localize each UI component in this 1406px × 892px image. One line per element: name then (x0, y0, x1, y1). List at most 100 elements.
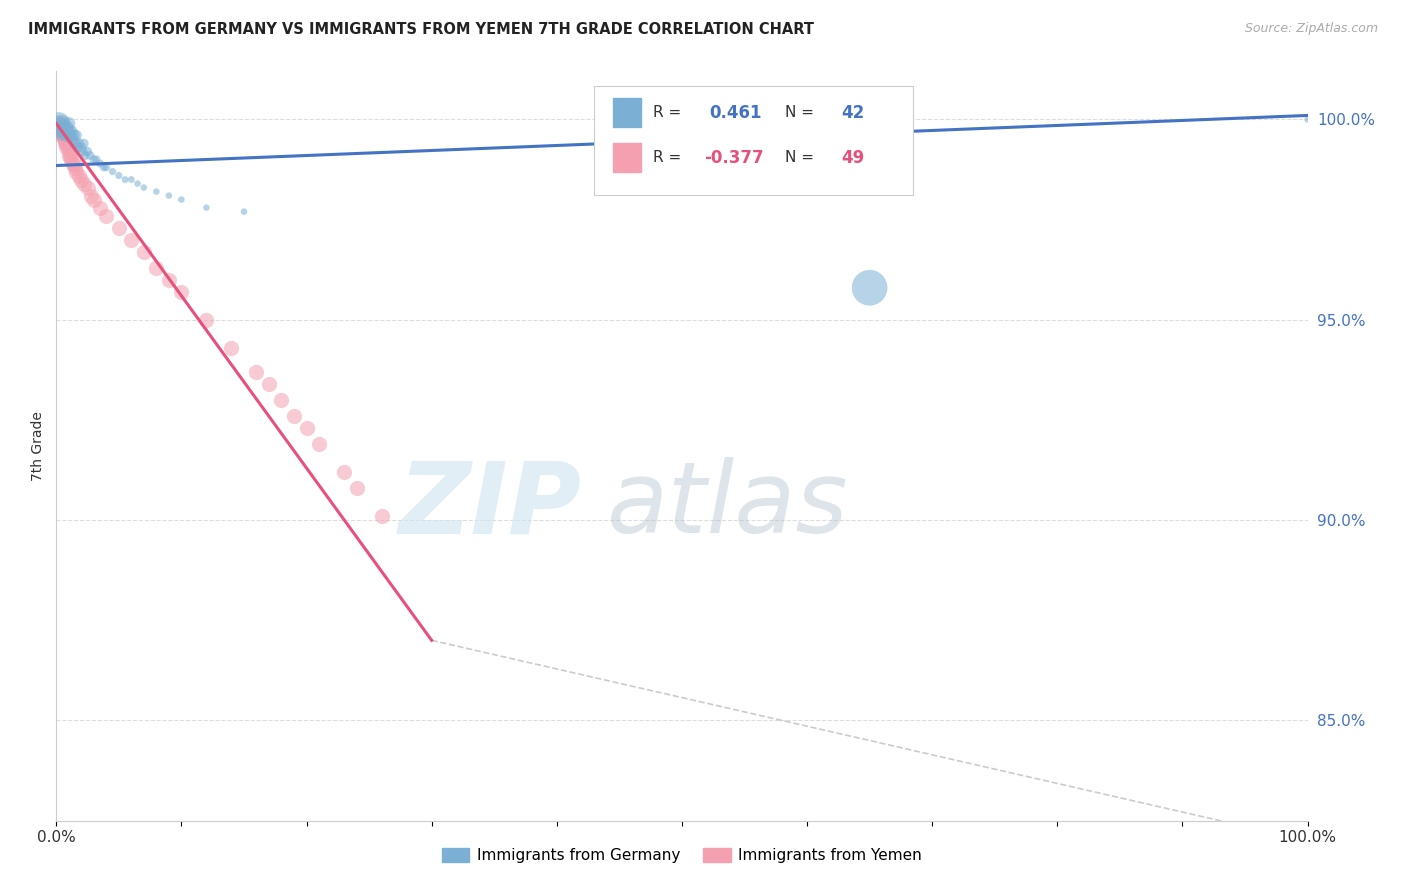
Point (195, 313, 218, 327)
Point (245, 365, 267, 379)
Point (53, 132, 76, 146)
Point (83, 193, 105, 207)
Point (51, 124, 73, 138)
Text: ZIP: ZIP (399, 458, 582, 555)
Point (145, 260, 167, 275)
Point (62, 156, 84, 170)
FancyBboxPatch shape (595, 87, 914, 195)
Point (62, 132, 84, 146)
Point (89, 201, 111, 215)
Text: N =: N = (785, 105, 818, 120)
Point (55, 136, 77, 151)
Point (62, 128, 84, 143)
Text: atlas: atlas (607, 458, 848, 555)
Point (65, 164, 87, 178)
Point (308, 437, 330, 451)
Point (46, 116, 69, 130)
Point (60, 124, 83, 138)
Point (89, 156, 111, 170)
Point (48, 120, 70, 135)
Point (49, 120, 72, 135)
Point (108, 220, 131, 235)
Point (63, 161, 86, 175)
Point (170, 285, 193, 299)
Y-axis label: 7th Grade: 7th Grade (31, 411, 45, 481)
Text: 49: 49 (841, 149, 865, 167)
Point (127, 177, 149, 191)
Point (195, 201, 218, 215)
Point (59, 128, 82, 143)
Point (55, 140, 77, 154)
Point (73, 177, 96, 191)
Point (56, 140, 79, 154)
Point (67, 136, 90, 151)
Point (53, 124, 76, 138)
Point (72, 145, 94, 159)
Point (58, 116, 80, 130)
Point (1296, 112, 1319, 127)
Point (145, 185, 167, 199)
Point (52, 120, 75, 135)
Point (79, 148, 101, 162)
Point (233, 204, 256, 219)
Point (858, 281, 880, 295)
Point (49, 124, 72, 138)
Point (283, 409, 305, 423)
Point (55, 120, 77, 135)
Point (48, 116, 70, 130)
Point (73, 148, 96, 162)
Text: 0.461: 0.461 (710, 103, 762, 121)
Point (257, 376, 280, 391)
Point (60, 153, 83, 167)
Point (49, 120, 72, 135)
Text: IMMIGRANTS FROM GERMANY VS IMMIGRANTS FROM YEMEN 7TH GRADE CORRELATION CHART: IMMIGRANTS FROM GERMANY VS IMMIGRANTS FR… (28, 22, 814, 37)
Point (67, 169, 90, 183)
Point (53, 136, 76, 151)
Point (65, 128, 87, 143)
Point (66, 140, 89, 154)
Point (51, 128, 73, 143)
Point (84, 153, 107, 167)
Point (114, 172, 136, 186)
Point (96, 161, 118, 175)
Point (58, 148, 80, 162)
Text: 42: 42 (841, 103, 865, 121)
Point (51, 128, 73, 143)
FancyBboxPatch shape (613, 144, 641, 172)
Point (70, 140, 93, 154)
Point (157, 188, 180, 202)
Legend: Immigrants from Germany, Immigrants from Yemen: Immigrants from Germany, Immigrants from… (436, 842, 928, 869)
Text: Source: ZipAtlas.com: Source: ZipAtlas.com (1244, 22, 1378, 36)
Point (132, 180, 155, 194)
Point (270, 392, 292, 407)
Text: R =: R = (654, 150, 686, 165)
Point (56, 128, 79, 143)
Point (76, 180, 98, 194)
Point (52, 132, 75, 146)
Point (52, 128, 75, 143)
Point (73, 136, 96, 151)
Point (93, 161, 115, 175)
Point (132, 244, 155, 259)
Point (170, 193, 193, 207)
Point (70, 172, 93, 186)
Point (76, 145, 98, 159)
FancyBboxPatch shape (613, 98, 641, 127)
Point (80, 188, 103, 202)
Point (63, 136, 86, 151)
Text: R =: R = (654, 105, 686, 120)
Text: -0.377: -0.377 (704, 149, 763, 167)
Point (51, 124, 73, 138)
Point (120, 172, 142, 186)
Point (101, 164, 124, 178)
Point (221, 341, 243, 355)
Point (108, 169, 131, 183)
Point (58, 124, 80, 138)
Point (346, 481, 368, 495)
Point (48, 116, 70, 130)
Point (62, 156, 84, 170)
Point (370, 509, 392, 524)
Point (58, 145, 80, 159)
Point (157, 273, 180, 287)
Point (120, 233, 142, 247)
